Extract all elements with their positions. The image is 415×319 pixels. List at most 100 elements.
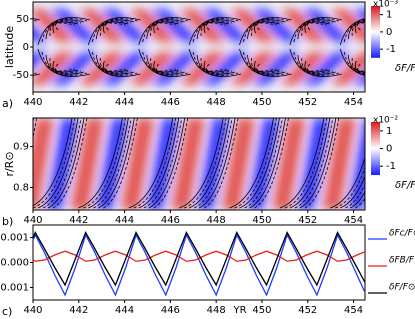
- field-pattern: [33, 2, 415, 92]
- field-negative: [150, 52, 201, 85]
- contour: [293, 18, 339, 43]
- x-tick-label: 446: [161, 305, 180, 316]
- contour: [146, 54, 185, 75]
- field-negative: [301, 9, 352, 42]
- contour: [198, 118, 236, 209]
- contour: [330, 156, 365, 209]
- x-tick-label: 444: [115, 305, 134, 316]
- field-negative: [33, 52, 50, 69]
- y-tick-label: -50: [13, 70, 29, 81]
- contour: [306, 22, 327, 31]
- contour: [340, 175, 365, 209]
- contour: [256, 22, 277, 31]
- contour: [153, 118, 189, 209]
- contour: [192, 51, 239, 76]
- x-tick-label: 440: [23, 97, 42, 108]
- x-tick-label: 454: [344, 305, 363, 316]
- contour: [251, 57, 283, 74]
- contour: [350, 190, 365, 209]
- field-contours: [330, 156, 365, 209]
- contour: [254, 60, 280, 73]
- field-contours: [229, 118, 289, 209]
- field-positive: [221, 118, 256, 210]
- field-contours: [138, 17, 191, 77]
- contour: [99, 20, 132, 37]
- legend-label: δFB/F⊙: [389, 256, 415, 266]
- panel-label: c): [2, 305, 12, 318]
- field-negative: [352, 9, 365, 23]
- colorbar-tick-label: 1: [386, 126, 392, 137]
- x-tick-label: 440: [23, 305, 42, 316]
- contour: [41, 18, 88, 43]
- contour: [243, 18, 289, 43]
- field-positive: [70, 118, 105, 210]
- x-tick-label: 448: [207, 97, 226, 108]
- contour: [203, 21, 230, 34]
- contour: [54, 22, 76, 31]
- colorbar-tick-label: -1: [386, 161, 396, 172]
- contour: [142, 51, 188, 76]
- y-axis-label: r/R⊙: [3, 151, 16, 176]
- contour: [306, 63, 327, 72]
- contour: [234, 118, 277, 209]
- field-contours: [339, 18, 365, 76]
- contour: [99, 57, 132, 74]
- contour: [206, 63, 227, 72]
- contour: [289, 118, 331, 209]
- contour: [153, 60, 179, 73]
- contour: [256, 63, 277, 72]
- contour: [33, 118, 38, 139]
- field-contours: [188, 17, 242, 77]
- contour: [354, 60, 365, 73]
- contour: [304, 118, 340, 209]
- contour: [103, 21, 129, 34]
- contour: [133, 118, 177, 209]
- contour: [143, 118, 183, 209]
- field-negative: [201, 52, 252, 85]
- contour: [206, 22, 227, 31]
- plot-frame: [32, 117, 366, 211]
- field-negative: [201, 9, 252, 42]
- x-tick-label: 454: [344, 97, 363, 108]
- x-tick-label: 442: [69, 215, 88, 226]
- contour: [279, 118, 325, 209]
- contour: [399, 20, 415, 39]
- field-contours: [128, 118, 189, 209]
- field-negative: [352, 71, 365, 85]
- colorbar-tick-label: 1: [386, 10, 392, 21]
- x-tick-label: 448: [207, 215, 226, 226]
- y-tick-label: 0.9: [13, 142, 29, 153]
- contour: [243, 51, 289, 76]
- colorbar-tick-label: -1: [386, 44, 396, 55]
- contour: [47, 118, 85, 209]
- contour: [301, 20, 333, 37]
- panel-label: a): [2, 97, 13, 110]
- contour: [396, 118, 415, 208]
- contour: [142, 18, 188, 43]
- contour: [297, 19, 336, 40]
- contour: [402, 21, 415, 36]
- contour: [52, 118, 88, 209]
- contour: [203, 118, 239, 209]
- x-tick-label: 444: [115, 215, 134, 226]
- field-positive: [271, 118, 306, 210]
- series-line: [32, 233, 366, 297]
- field-positive: [330, 52, 365, 85]
- contour: [247, 19, 286, 40]
- contour: [52, 60, 79, 73]
- contour: [105, 22, 126, 31]
- contour: [294, 118, 334, 209]
- y-tick-label: 0.000: [0, 258, 29, 269]
- field-negative: [301, 52, 352, 85]
- contour: [351, 20, 365, 37]
- contour: [193, 118, 233, 209]
- colorbar-label: δF/F⊙: [395, 63, 415, 74]
- contour: [293, 51, 339, 76]
- contour: [406, 22, 415, 33]
- field-positive: [33, 118, 54, 210]
- contour: [88, 118, 129, 209]
- contour: [138, 118, 180, 209]
- field-blobs: [33, 118, 365, 210]
- field-negative: [33, 25, 50, 42]
- contour: [78, 118, 123, 209]
